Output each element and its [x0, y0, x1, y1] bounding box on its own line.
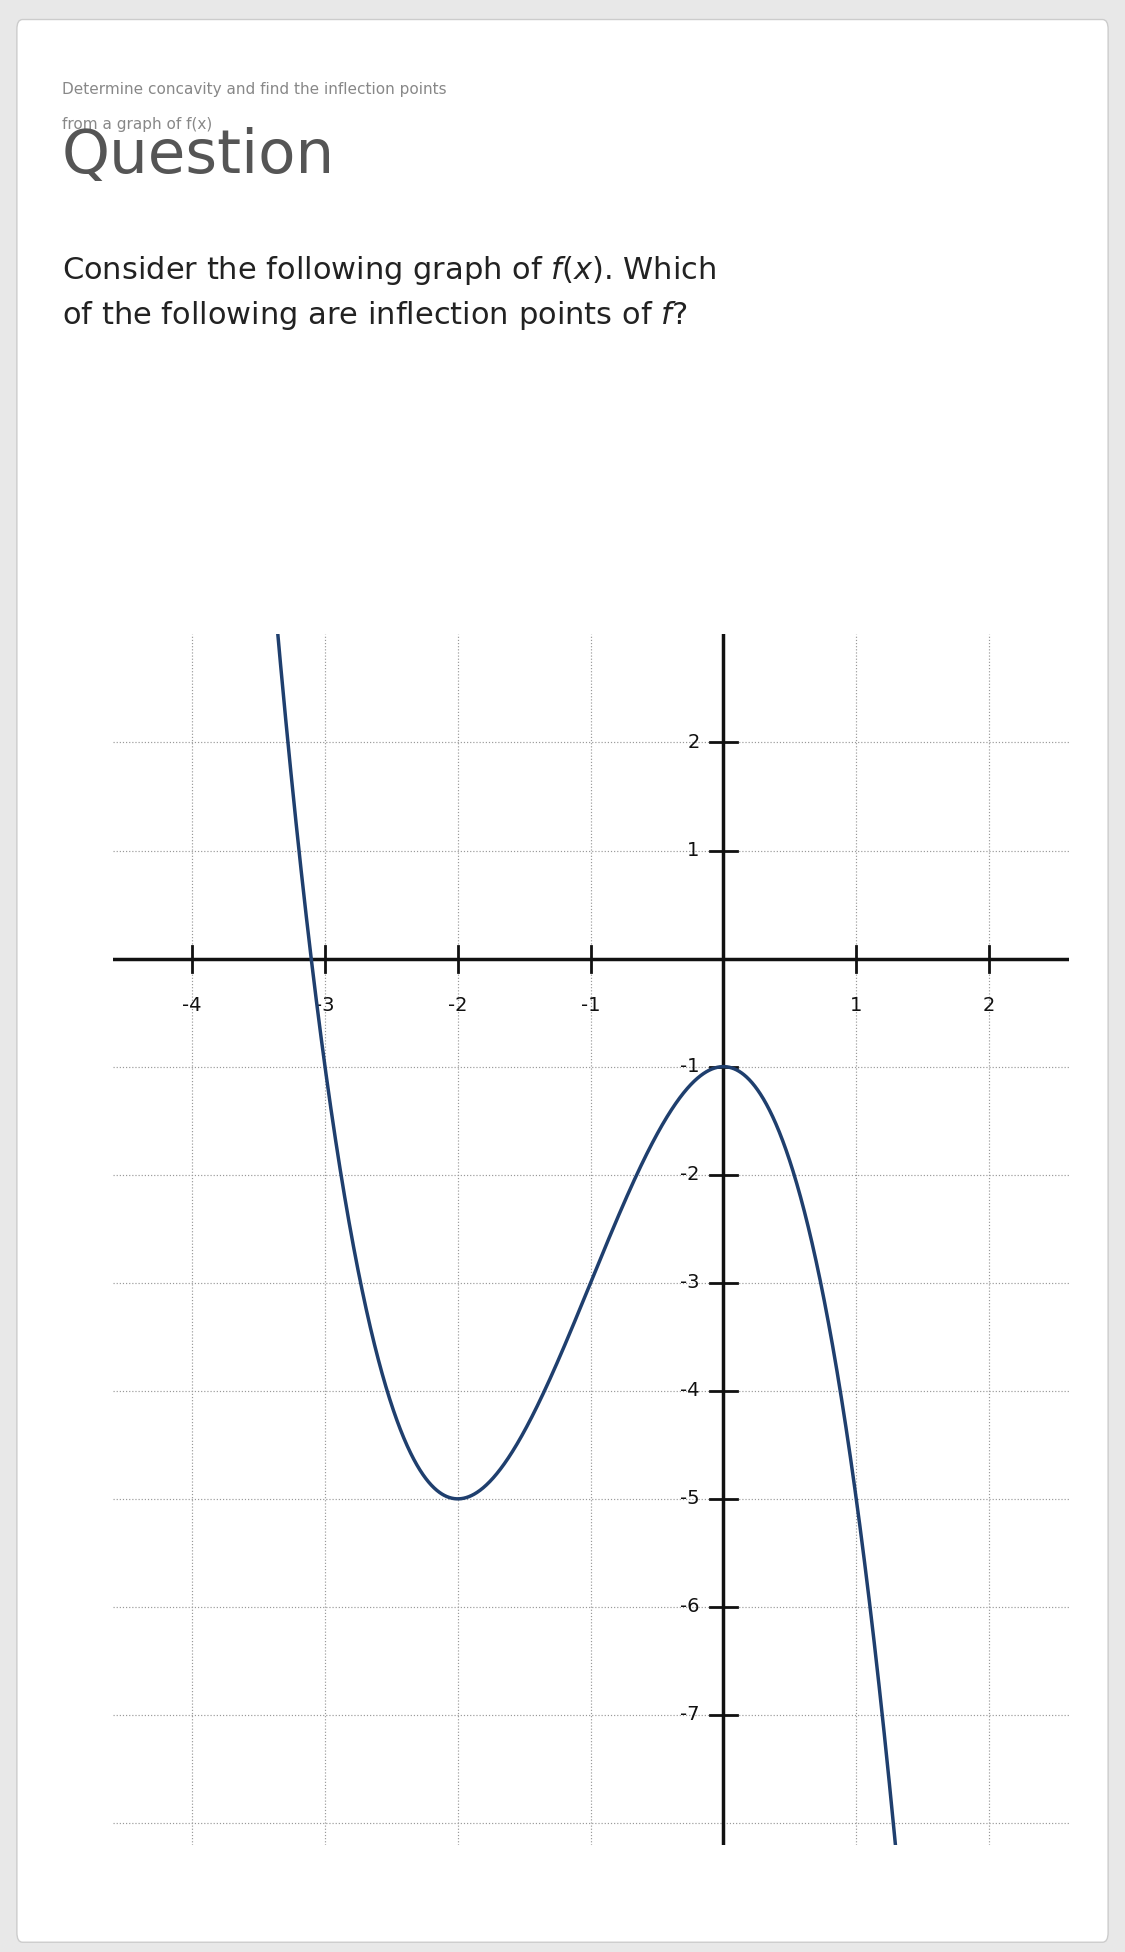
Text: -3: -3: [680, 1273, 700, 1292]
Text: -7: -7: [680, 1706, 700, 1724]
Text: -2: -2: [448, 996, 468, 1015]
Text: from a graph of f(x): from a graph of f(x): [62, 117, 213, 133]
Text: -4: -4: [182, 996, 202, 1015]
Text: -5: -5: [680, 1489, 700, 1509]
Text: -1: -1: [580, 996, 601, 1015]
Text: Determine concavity and find the inflection points: Determine concavity and find the inflect…: [62, 82, 447, 98]
Text: -1: -1: [680, 1058, 700, 1076]
Text: -4: -4: [680, 1382, 700, 1400]
Text: -2: -2: [680, 1165, 700, 1185]
Text: Consider the following graph of $f(x)$. Which
of the following are inflection po: Consider the following graph of $f(x)$. …: [62, 254, 716, 332]
Text: 1: 1: [687, 841, 700, 861]
FancyBboxPatch shape: [17, 20, 1108, 1942]
Text: 2: 2: [983, 996, 996, 1015]
Text: 1: 1: [850, 996, 863, 1015]
Text: Question: Question: [62, 127, 335, 185]
Text: 2: 2: [687, 732, 700, 752]
Text: -3: -3: [315, 996, 335, 1015]
Text: -6: -6: [680, 1597, 700, 1616]
